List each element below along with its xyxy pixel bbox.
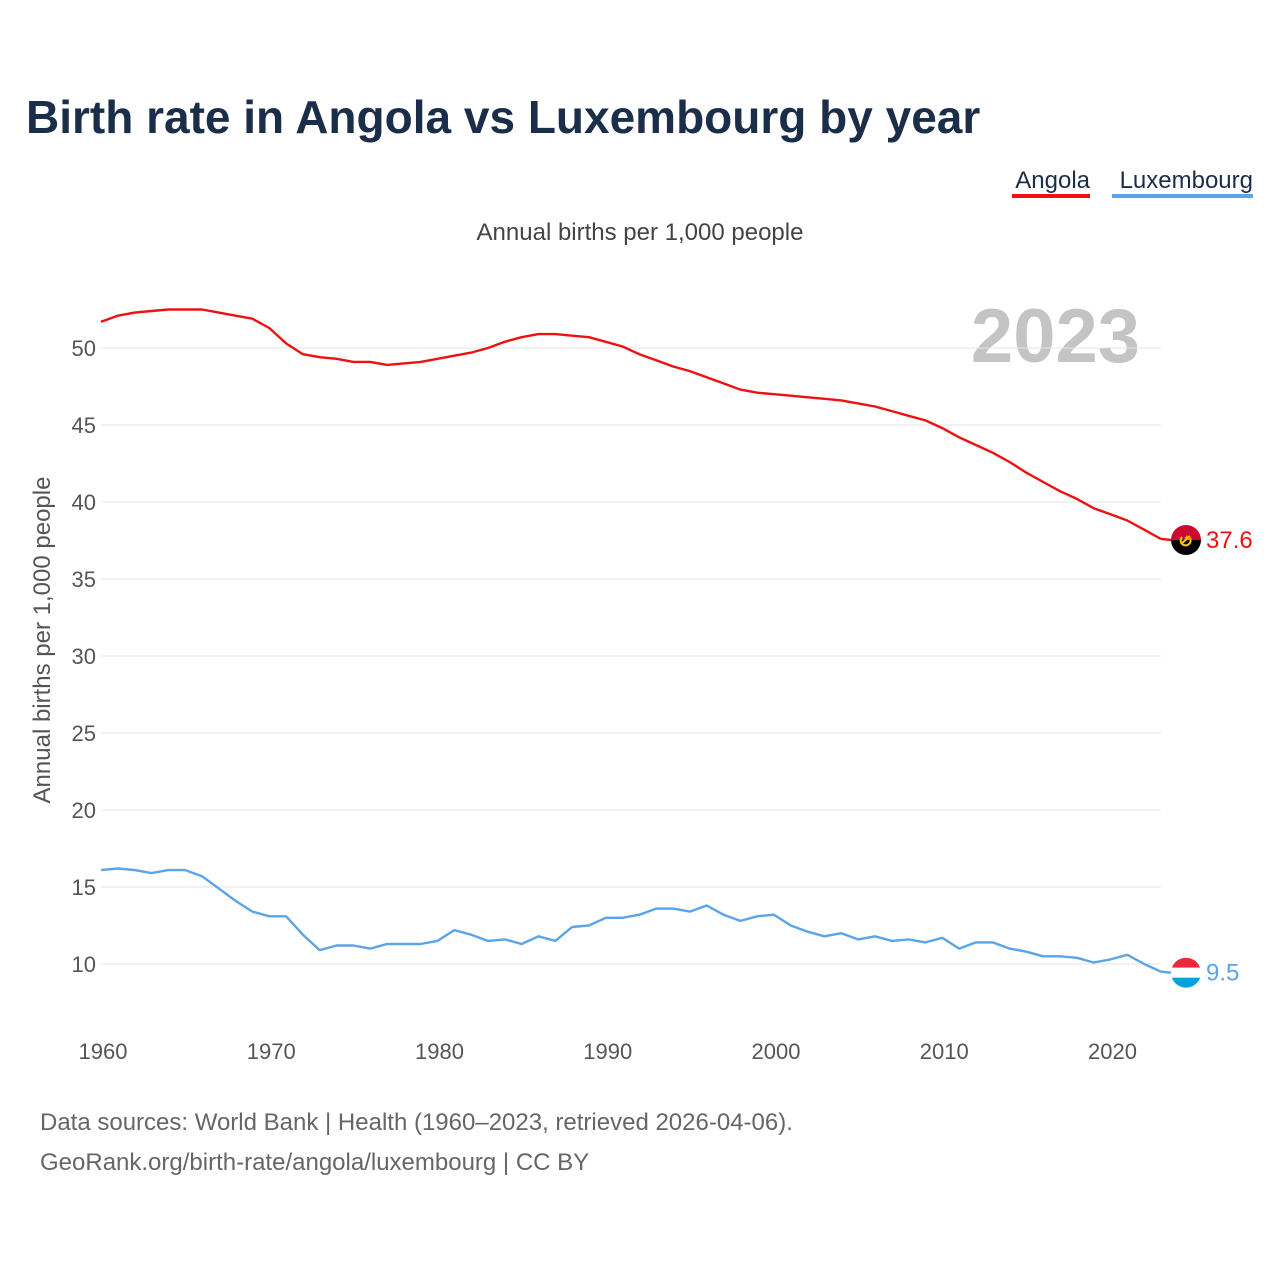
grid xyxy=(101,347,1161,965)
x-tick-label-1970: 1970 xyxy=(247,1039,296,1064)
chart-title: Birth rate in Angola vs Luxembourg by ye… xyxy=(26,91,980,143)
y-tick-label-35: 35 xyxy=(72,567,96,592)
y-tick-label-10: 10 xyxy=(72,952,96,977)
y-axis-ticks: 10 15 20 25 30 35 40 45 50 xyxy=(72,336,96,977)
x-tick-label-1990: 1990 xyxy=(583,1039,632,1064)
end-value-angola: 37.6 xyxy=(1206,527,1253,554)
legend-item-angola[interactable]: Angola xyxy=(1012,167,1091,198)
footer-link[interactable]: GeoRank.org/birth-rate/angola/luxembourg… xyxy=(40,1149,589,1176)
y-tick-label-25: 25 xyxy=(72,721,96,746)
series-line-luxembourg[interactable] xyxy=(100,867,1162,973)
end-marker-luxembourg: 9.5 xyxy=(1171,957,1239,988)
y-tick-label-50: 50 xyxy=(72,336,96,361)
legend-swatch-angola xyxy=(1012,194,1090,198)
legend-label-angola: Angola xyxy=(1015,167,1090,194)
end-value-luxembourg: 9.5 xyxy=(1206,960,1239,987)
luxembourg-flag-icon xyxy=(1171,957,1201,988)
legend-item-luxembourg[interactable]: Luxembourg xyxy=(1112,167,1253,198)
chart-subtitle: Annual births per 1,000 people xyxy=(477,219,804,246)
angola-flag-icon xyxy=(1171,524,1201,555)
y-tick-label-20: 20 xyxy=(72,798,96,823)
end-connector xyxy=(1160,970,1172,974)
x-tick-label-1960: 1960 xyxy=(79,1039,128,1064)
series-line-angola[interactable] xyxy=(100,308,1162,541)
legend: Angola Luxembourg xyxy=(1012,167,1253,198)
x-tick-label-2000: 2000 xyxy=(752,1039,801,1064)
y-tick-label-45: 45 xyxy=(72,413,96,438)
year-watermark: 2023 xyxy=(971,294,1140,379)
x-tick-label-1980: 1980 xyxy=(415,1039,464,1064)
legend-label-luxembourg: Luxembourg xyxy=(1120,167,1253,194)
footer-sources: Data sources: World Bank | Health (1960–… xyxy=(40,1109,793,1136)
x-axis-ticks: 1960 1970 1980 1990 2000 2010 2020 xyxy=(79,1039,1137,1064)
series-lines xyxy=(100,308,1172,974)
end-marker-angola: 37.6 xyxy=(1171,524,1253,555)
legend-swatch-luxembourg xyxy=(1112,194,1253,198)
y-tick-label-30: 30 xyxy=(72,644,96,669)
end-connector xyxy=(1160,537,1172,542)
y-tick-label-15: 15 xyxy=(72,875,96,900)
y-tick-label-40: 40 xyxy=(72,490,96,515)
y-axis-label: Annual births per 1,000 people xyxy=(29,477,56,804)
x-tick-label-2010: 2010 xyxy=(920,1039,969,1064)
x-tick-label-2020: 2020 xyxy=(1088,1039,1137,1064)
